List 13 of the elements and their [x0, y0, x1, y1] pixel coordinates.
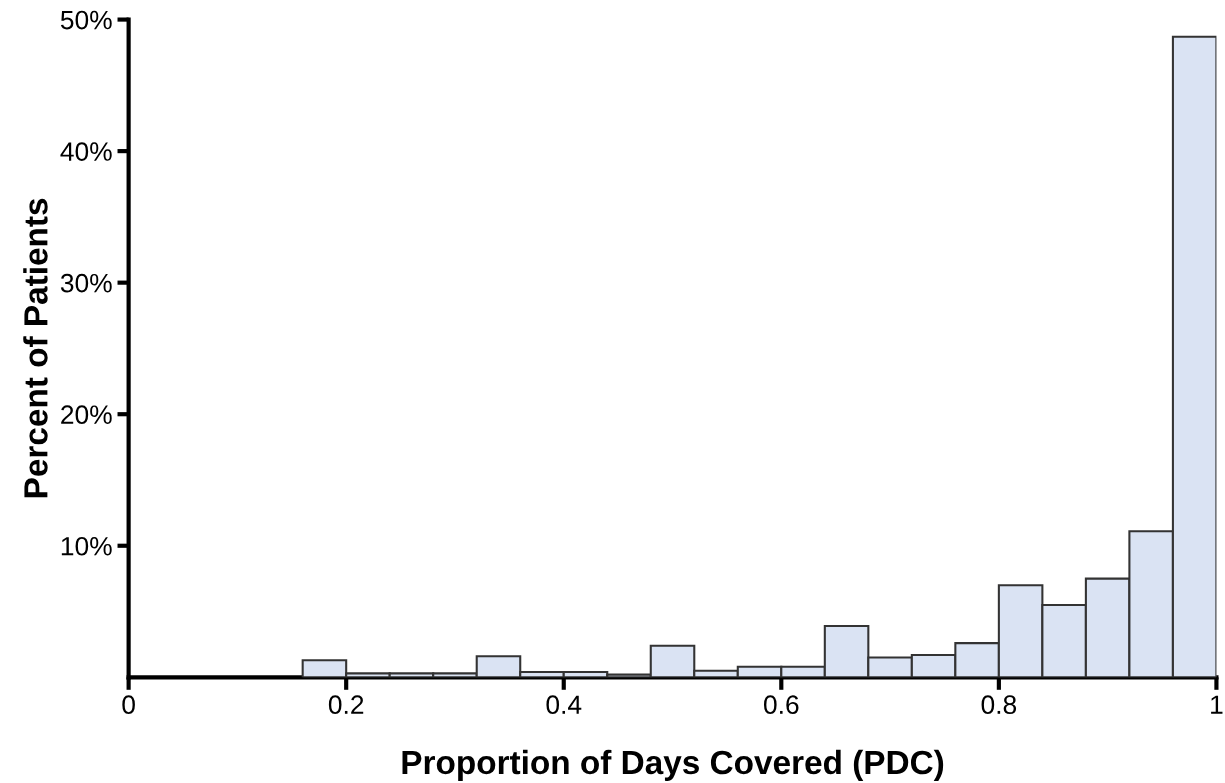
x-tick-label: 0	[122, 695, 135, 715]
y-tick-label: 40%	[60, 142, 112, 161]
x-tick-label: 0.4	[546, 695, 582, 715]
y-tick-label: 10%	[61, 536, 112, 556]
x-tick-label: 0.2	[328, 695, 364, 715]
y-tick-label: 50%	[60, 10, 112, 30]
x-tick-label: 1	[1211, 695, 1223, 714]
y-axis-title: Percent of Patients	[23, 198, 48, 498]
x-tick-label: 0.6	[764, 695, 799, 715]
x-tick-label: 0.8	[981, 695, 1017, 715]
y-tick-label: 30%	[60, 273, 112, 293]
x-axis-title: Proportion of Days Covered (PDC)	[402, 749, 944, 781]
y-tick-label: 20%	[61, 405, 112, 425]
